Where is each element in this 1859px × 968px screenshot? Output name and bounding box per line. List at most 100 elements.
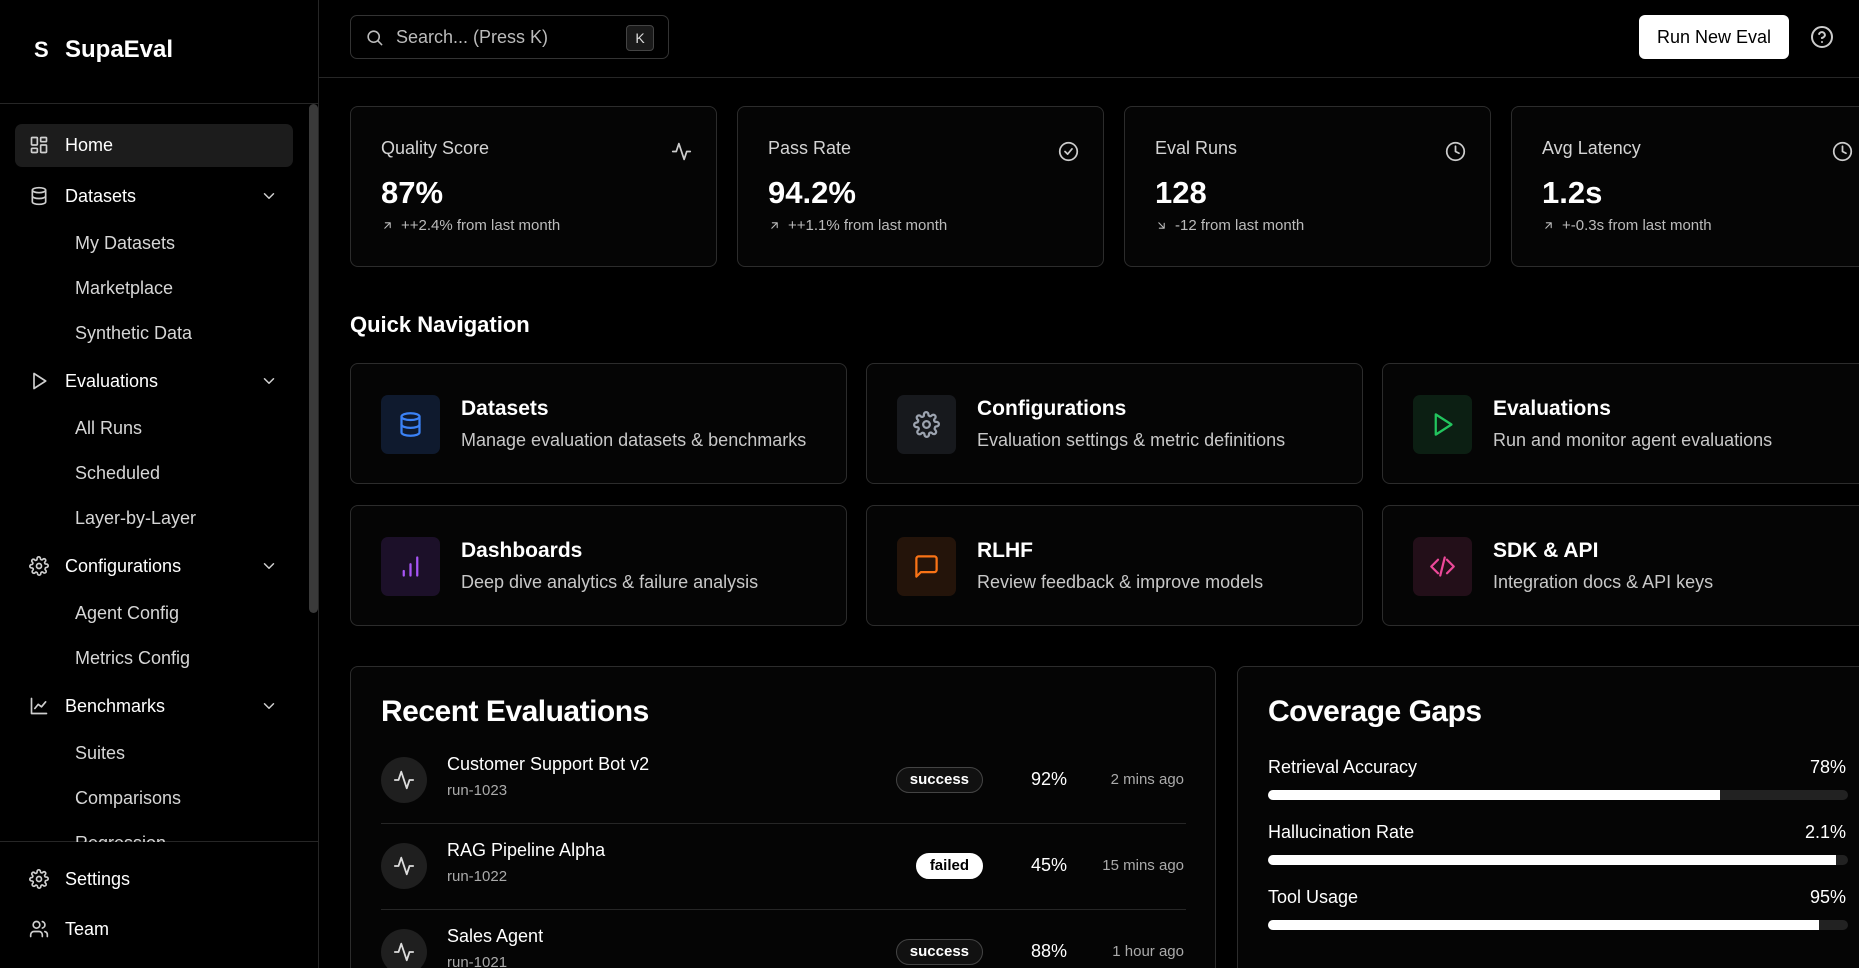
nav-subitem[interactable]: Scheduled bbox=[75, 463, 161, 483]
nav-subitem[interactable]: Regression bbox=[75, 831, 166, 843]
stat-change: ++2.4% from last month bbox=[401, 217, 561, 234]
coverage-value: 95% bbox=[1809, 887, 1846, 907]
sidebar-footer-bg bbox=[0, 842, 318, 968]
trend-icon bbox=[384, 222, 391, 229]
search-icon bbox=[367, 30, 383, 46]
nav-chevron bbox=[263, 703, 275, 709]
row-icon-bg bbox=[381, 757, 427, 803]
recent-panel: Recent Evaluations Customer Support Bot v… bbox=[350, 666, 1216, 968]
nav-chevron bbox=[263, 378, 275, 384]
sidebar bbox=[0, 0, 319, 968]
row-icon-bg bbox=[381, 843, 427, 889]
nav-card-icon-bg bbox=[381, 537, 440, 596]
nav-card-icon bbox=[402, 556, 419, 577]
nav-subitem[interactable]: Marketplace bbox=[75, 278, 174, 298]
nav-icon bbox=[29, 869, 49, 889]
row-name[interactable]: RAG Pipeline Alpha bbox=[447, 840, 606, 860]
panel-title: Coverage Gaps bbox=[1268, 695, 1482, 728]
stat-card: Pass Rate 94.2% ++1.1% from last month bbox=[737, 106, 1104, 267]
brand: SupaEval bbox=[65, 36, 174, 63]
nav-card[interactable]: SDK & API Integration docs & API keys bbox=[1382, 505, 1859, 626]
status-badge: success bbox=[895, 939, 983, 965]
row-name[interactable]: Customer Support Bot v2 bbox=[447, 754, 650, 774]
row-run: run-1022 bbox=[447, 868, 508, 885]
row-time: 2 mins ago bbox=[1110, 771, 1184, 788]
nav-icon bbox=[30, 136, 48, 154]
nav-subitem[interactable]: All Runs bbox=[75, 418, 143, 438]
nav-item[interactable]: Home bbox=[65, 135, 114, 155]
row-divider bbox=[381, 823, 1186, 824]
stat-value: 94.2% bbox=[768, 175, 856, 210]
nav-item[interactable]: Configurations bbox=[65, 556, 182, 576]
nav-card-title: SDK & API bbox=[1493, 539, 1599, 562]
nav-card[interactable]: Dashboards Deep dive analytics & failure … bbox=[350, 505, 847, 626]
nav-icon bbox=[31, 186, 47, 206]
nav-card-icon-bg bbox=[381, 395, 440, 454]
stat-title: Eval Runs bbox=[1155, 138, 1238, 158]
progress-track bbox=[1268, 855, 1848, 865]
nav-subitem[interactable]: Layer-by-Layer bbox=[75, 508, 197, 528]
nav-icon bbox=[29, 556, 49, 576]
nav-subitem[interactable]: Synthetic Data bbox=[75, 323, 193, 343]
search-placeholder: Search... (Press K) bbox=[396, 27, 549, 47]
stat-change: ++1.1% from last month bbox=[788, 217, 948, 234]
progress-track bbox=[1268, 920, 1848, 930]
nav-item[interactable]: Settings bbox=[65, 869, 131, 889]
nav-item[interactable]: Evaluations bbox=[65, 371, 159, 391]
nav-subitem[interactable]: Agent Config bbox=[75, 603, 180, 623]
help-icon bbox=[1811, 26, 1833, 48]
nav-card-description: Manage evaluation datasets & benchmarks bbox=[461, 430, 807, 450]
trend-icon bbox=[1545, 222, 1552, 229]
panel-title: Recent Evaluations bbox=[381, 695, 649, 728]
shortcut-key: K bbox=[626, 25, 654, 51]
nav-subitem[interactable]: Suites bbox=[75, 743, 126, 763]
stat-title: Avg Latency bbox=[1542, 138, 1641, 158]
nav-active-bg bbox=[15, 124, 293, 167]
nav-card[interactable]: RLHF Review feedback & improve models bbox=[866, 505, 1363, 626]
row-divider bbox=[381, 909, 1186, 910]
nav-card[interactable]: Datasets Manage evaluation datasets & ben… bbox=[350, 363, 847, 484]
nav-card-icon bbox=[913, 411, 940, 438]
search-box[interactable]: Search... (Press K) K bbox=[350, 15, 669, 59]
nav-card-icon-bg bbox=[1413, 537, 1472, 596]
nav-subitem[interactable]: My Datasets bbox=[75, 233, 176, 253]
progress-fill bbox=[1268, 790, 1721, 800]
trend-icon bbox=[1158, 222, 1165, 229]
nav-card-title: Dashboards bbox=[461, 539, 583, 562]
row-run: run-1021 bbox=[447, 954, 508, 968]
nav-item[interactable]: Datasets bbox=[65, 186, 137, 206]
stat-card: Quality Score 87% ++2.4% from last month bbox=[350, 106, 717, 267]
nav-card-icon-bg bbox=[1413, 395, 1472, 454]
nav-card-description: Deep dive analytics & failure analysis bbox=[461, 572, 759, 592]
nav-subitem[interactable]: Comparisons bbox=[75, 788, 182, 808]
row-time: 1 hour ago bbox=[1112, 943, 1184, 960]
run-button[interactable]: Run New Eval bbox=[1639, 15, 1789, 59]
nav-card-title: Evaluations bbox=[1493, 397, 1611, 420]
stat-change: +-0.3s from last month bbox=[1562, 217, 1712, 234]
row-icon bbox=[393, 770, 415, 790]
nav-card-icon bbox=[915, 555, 938, 578]
nav-card[interactable]: Evaluations Run and monitor agent evaluat… bbox=[1382, 363, 1859, 484]
nav-card-description: Review feedback & improve models bbox=[977, 572, 1264, 592]
nav-item[interactable]: Team bbox=[65, 919, 110, 939]
nav-card[interactable]: Configurations Evaluation settings & metr… bbox=[866, 363, 1363, 484]
progress-fill bbox=[1268, 855, 1837, 865]
status-badge: failed bbox=[915, 853, 983, 879]
stat-value: 1.2s bbox=[1542, 175, 1603, 210]
row-name[interactable]: Sales Agent bbox=[447, 926, 544, 946]
coverage-panel: Coverage Gaps Retrieval Accuracy 78% Halluc… bbox=[1237, 666, 1859, 968]
nav-card-title: Configurations bbox=[977, 397, 1127, 420]
coverage-label: Tool Usage bbox=[1268, 887, 1359, 907]
scrollbar[interactable] bbox=[309, 104, 318, 613]
nav-card-icon bbox=[400, 412, 421, 437]
nav-subitem[interactable]: Metrics Config bbox=[75, 648, 191, 668]
brand-initial: S bbox=[34, 37, 49, 62]
row-score: 88% bbox=[1031, 941, 1068, 961]
row-icon-bg bbox=[381, 929, 427, 968]
coverage-label: Retrieval Accuracy bbox=[1268, 757, 1418, 777]
nav-item[interactable]: Benchmarks bbox=[65, 696, 166, 716]
nav-card-icon bbox=[1430, 556, 1455, 577]
stat-card: Avg Latency 1.2s +-0.3s from last month bbox=[1511, 106, 1859, 267]
progress-fill bbox=[1268, 920, 1819, 930]
